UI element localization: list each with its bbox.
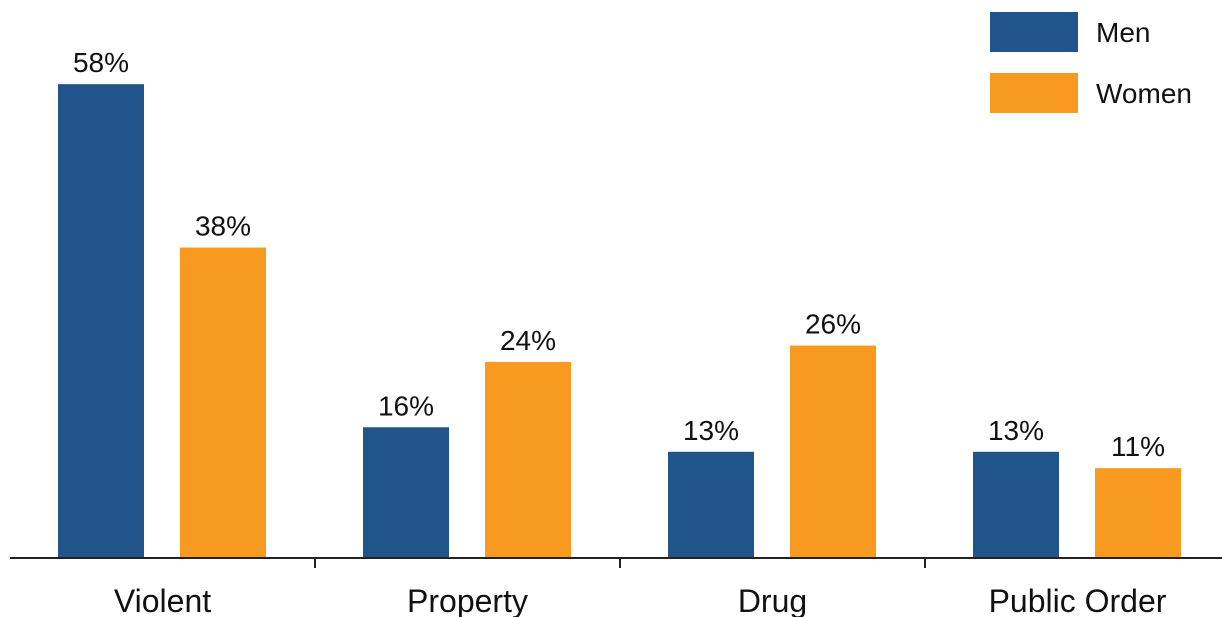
legend-label-women: Women [1096, 78, 1192, 109]
category-labels-group: Violent Property Drug Public Order [114, 583, 1167, 617]
category-label-violent: Violent [114, 583, 211, 617]
bar-women-property [485, 361, 571, 558]
value-labels-group: 58% 38% 16% 24% 13% 26% 13% 11% [73, 47, 1165, 462]
bar-men-property [363, 427, 449, 558]
bars-group [58, 84, 1181, 559]
category-label-drug: Drug [738, 583, 807, 617]
value-label-women-property: 24% [500, 325, 556, 356]
value-label-men-drug: 13% [683, 415, 739, 446]
bar-men-drug [668, 451, 754, 558]
value-label-men-property: 16% [378, 390, 434, 421]
value-label-women-violent: 38% [195, 211, 251, 242]
legend: Men Women [990, 12, 1192, 113]
legend-swatch-men [990, 12, 1078, 52]
value-label-men-violent: 58% [73, 47, 129, 78]
bar-women-public-order [1095, 468, 1181, 558]
legend-label-men: Men [1096, 17, 1150, 48]
value-label-men-public-order: 13% [988, 415, 1044, 446]
category-label-public-order: Public Order [989, 583, 1167, 617]
category-label-property: Property [407, 583, 528, 617]
bar-women-violent [180, 247, 266, 559]
x-axis-ticks [314, 558, 926, 568]
legend-swatch-women [990, 73, 1078, 113]
value-label-women-public-order: 11% [1111, 431, 1165, 462]
bar-women-drug [790, 345, 876, 558]
bar-men-violent [58, 84, 144, 558]
bar-men-public-order [973, 451, 1059, 558]
value-label-women-drug: 26% [805, 309, 861, 340]
